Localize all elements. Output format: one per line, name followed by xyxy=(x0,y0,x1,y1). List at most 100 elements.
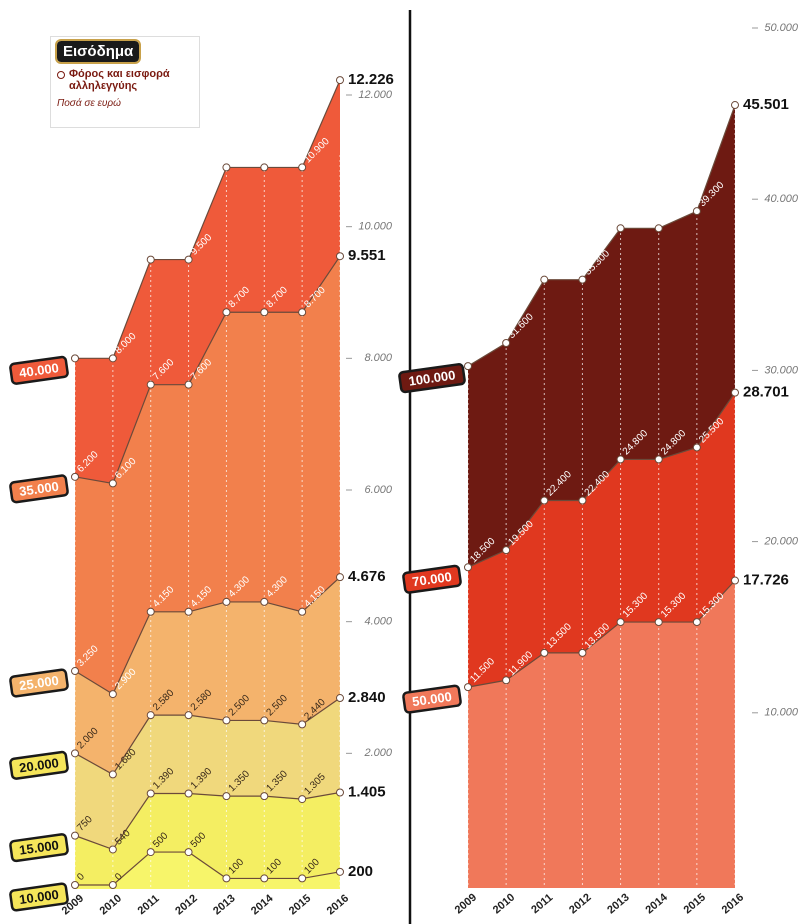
point xyxy=(336,252,344,261)
y-tick-label: 2.000 xyxy=(363,747,392,759)
y-tick-label: 50.000 xyxy=(764,22,799,34)
point xyxy=(71,472,79,481)
point xyxy=(108,479,117,488)
tag-box xyxy=(398,363,466,394)
point xyxy=(578,496,587,505)
point xyxy=(502,676,511,685)
point xyxy=(71,667,79,676)
series-tag: 50.000 xyxy=(402,684,462,714)
legend-entry: 10.000 xyxy=(18,887,59,907)
x-tick-label: 2011 xyxy=(136,893,162,918)
point xyxy=(222,597,231,606)
y-tick-label: 30.000 xyxy=(764,364,799,376)
point xyxy=(578,648,587,657)
series-line xyxy=(467,580,736,688)
point xyxy=(336,694,344,703)
value-label: 10.900 xyxy=(264,136,294,166)
tag-box xyxy=(9,668,69,698)
x-tick-label: 2010 xyxy=(491,891,517,916)
point xyxy=(108,845,117,854)
x-tick-label: 2016 xyxy=(720,891,746,916)
point xyxy=(731,101,739,110)
series-tag: 40.000 xyxy=(9,355,69,385)
y-tick-label: 8.000 xyxy=(364,352,392,364)
series-tag: 10.000 xyxy=(9,882,69,912)
y-tick-label: 12.000 xyxy=(358,89,393,101)
x-tick-label: 2015 xyxy=(287,892,313,917)
tag-box xyxy=(9,474,69,504)
y-tick-label: 40.000 xyxy=(764,193,799,205)
legend: Εισόδημα Φόρος και εισφορά αλληλεγγύης Π… xyxy=(50,36,200,128)
area-fill xyxy=(468,580,735,888)
x-tick-label: 2013 xyxy=(605,891,631,916)
point xyxy=(464,362,472,371)
point xyxy=(540,648,549,657)
point xyxy=(222,308,231,317)
point xyxy=(146,848,155,857)
tag-box xyxy=(9,750,69,780)
end-label: 28.701 xyxy=(743,384,789,401)
end-label: 4.676 xyxy=(348,568,386,585)
end-label: 45.501 xyxy=(743,96,789,113)
series-tag: 35.000 xyxy=(9,474,69,504)
point xyxy=(298,874,307,883)
legend-entry: 100.000 xyxy=(408,367,457,388)
series-line xyxy=(467,104,736,367)
point xyxy=(184,789,193,798)
series-line xyxy=(74,697,341,776)
point xyxy=(146,380,155,389)
tag-box xyxy=(9,882,69,912)
x-tick-label: 2016 xyxy=(325,892,351,917)
end-label: 9.551 xyxy=(348,247,386,264)
point xyxy=(260,716,269,725)
end-label: 12.226 xyxy=(348,71,394,88)
series-line xyxy=(75,79,341,359)
point xyxy=(540,275,549,284)
point xyxy=(654,618,663,627)
legend-entry: 70.000 xyxy=(411,569,452,589)
x-tick-label: 2009 xyxy=(453,891,479,916)
point xyxy=(146,607,155,616)
point xyxy=(222,874,231,883)
point xyxy=(502,546,511,555)
series-line xyxy=(74,791,341,851)
series-tag: 70.000 xyxy=(402,564,462,594)
point xyxy=(616,618,625,627)
point xyxy=(260,597,269,606)
point xyxy=(71,749,79,758)
point xyxy=(502,339,511,348)
point xyxy=(222,792,231,801)
point xyxy=(464,563,472,572)
point xyxy=(616,455,625,464)
point xyxy=(692,618,701,627)
point xyxy=(108,354,117,363)
y-tick-label: 10.000 xyxy=(764,707,799,719)
point xyxy=(692,443,701,452)
x-tick-label: 2014 xyxy=(249,892,276,917)
series-line xyxy=(467,392,736,568)
point xyxy=(146,255,155,264)
end-label: 200 xyxy=(348,863,373,880)
point xyxy=(184,711,193,720)
end-label: 2.840 xyxy=(348,689,386,706)
tag-box xyxy=(9,833,69,863)
point xyxy=(336,76,344,85)
point xyxy=(464,683,472,692)
legend-entry: 50.000 xyxy=(411,689,452,709)
y-tick-label: 20.000 xyxy=(763,536,799,548)
series-tag: 20.000 xyxy=(9,750,69,780)
y-tick-label: 4.000 xyxy=(364,616,392,628)
point xyxy=(298,795,307,804)
point xyxy=(108,881,117,889)
series-tag: 15.000 xyxy=(9,833,69,863)
point xyxy=(184,255,193,264)
x-tick-label: 2013 xyxy=(211,892,237,917)
value-label: 38.300 xyxy=(621,197,651,227)
series-line xyxy=(74,255,341,485)
point xyxy=(654,224,663,233)
point xyxy=(616,224,625,233)
point xyxy=(184,848,193,857)
legend-title: Εισόδημα xyxy=(54,39,142,64)
